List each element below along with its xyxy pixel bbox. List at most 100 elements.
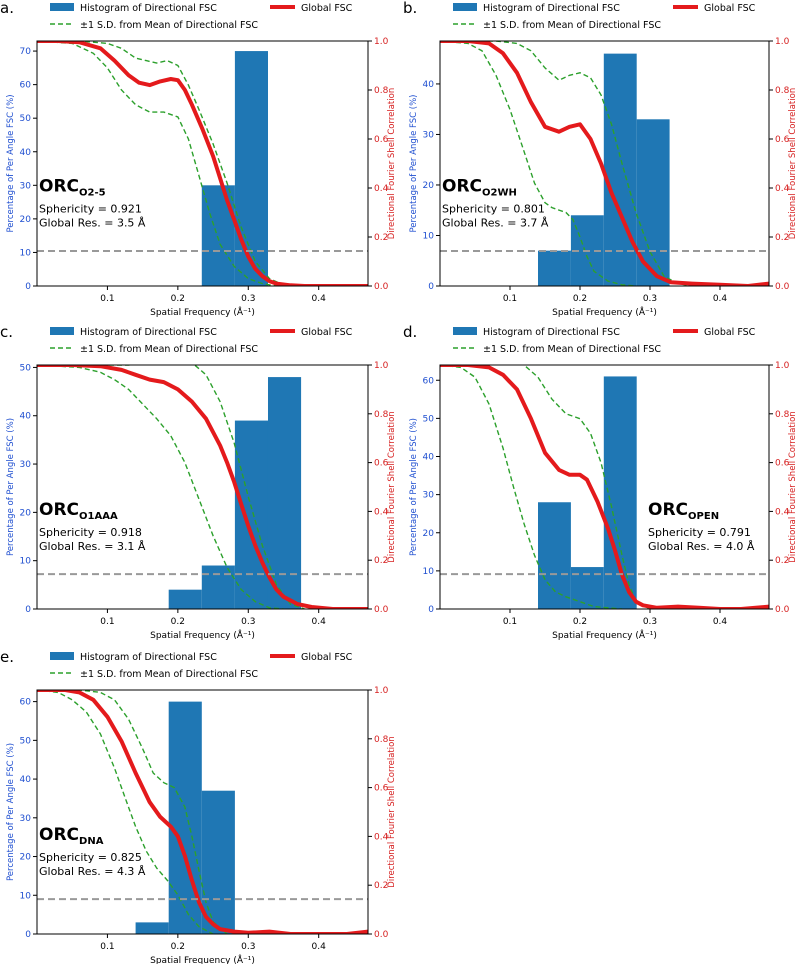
panel-letter: d.: [403, 323, 417, 341]
y-left-tick-label: 60: [20, 698, 32, 708]
y-left-tick-label: 30: [423, 491, 435, 501]
structure-name: ORCO2WH: [442, 177, 517, 199]
x-tick-label: 0.4: [713, 294, 728, 304]
global-fsc-line: [37, 365, 368, 609]
y-left-tick-label: 10: [423, 567, 435, 577]
y-left-tick-label: 30: [423, 130, 435, 140]
y-left-tick-label: 20: [20, 853, 32, 863]
sd-upper-line: [440, 41, 693, 286]
y-right-tick-label: 1.0: [374, 361, 389, 371]
histogram-bar: [168, 589, 202, 609]
x-tick-label: 0.1: [503, 617, 517, 627]
sd-upper-line: [440, 365, 651, 609]
y-right-tick-label: 0.2: [374, 881, 388, 891]
y-left-tick-label: 0: [25, 930, 31, 940]
y-left-tick-label: 30: [20, 181, 32, 191]
structure-name: ORCOPEN: [648, 500, 719, 522]
x-axis-label: Spatial Frequency (Å⁻¹): [552, 629, 657, 641]
sphericity-text: Sphericity = 0.921: [39, 203, 142, 216]
histogram-bar: [538, 250, 571, 286]
panel-letter: a.: [0, 0, 14, 17]
histogram-bar: [135, 922, 169, 934]
y-left-tick-label: 10: [20, 891, 32, 901]
legend-histogram-swatch: [50, 327, 74, 335]
x-tick-label: 0.2: [573, 294, 587, 304]
legend-histogram-swatch: [50, 3, 74, 11]
y-right-tick-label: 0.8: [775, 410, 790, 420]
structure-name-subscript: O1AAA: [79, 511, 118, 522]
y-right-tick-label: 0.8: [374, 86, 389, 96]
legend-histogram-label: Histogram of Directional FSC: [483, 327, 620, 338]
structure-name-subscript: O2-5: [79, 188, 106, 199]
y-right-tick-label: 0.0: [775, 282, 790, 292]
curves: [440, 41, 769, 286]
plot-frame: [36, 689, 369, 935]
y-left-axis-label: Percentage of Per Angle FSC (%): [6, 743, 16, 881]
sphericity-text: Sphericity = 0.801: [442, 203, 545, 216]
y-right-axis-label: Directional Fourier Shell Correlation: [788, 411, 798, 562]
legend-histogram-label: Histogram of Directional FSC: [80, 327, 217, 338]
y-right-axis-label: Directional Fourier Shell Correlation: [387, 736, 397, 887]
global-fsc-line: [440, 365, 769, 609]
y-left-axis-label: Percentage of Per Angle FSC (%): [6, 418, 16, 556]
panel-letter: c.: [0, 323, 13, 341]
y-left-tick-label: 40: [20, 148, 32, 158]
x-axis-label: Spatial Frequency (Å⁻¹): [150, 629, 255, 641]
legend-histogram-label: Histogram of Directional FSC: [80, 3, 217, 14]
global-fsc-line: [440, 41, 769, 286]
x-tick-label: 0.3: [241, 617, 255, 627]
resolution-text: Global Res. = 4.3 Å: [39, 865, 146, 878]
structure-name-main: ORC: [442, 177, 482, 197]
y-left-tick-label: 30: [20, 814, 32, 824]
x-tick-label: 0.1: [100, 942, 114, 952]
curves: [37, 690, 368, 934]
structure-name-subscript: OPEN: [688, 511, 719, 522]
legend-histogram-swatch: [50, 652, 74, 660]
y-right-tick-label: 0.4: [775, 507, 790, 517]
y-left-tick-label: 0: [428, 605, 434, 615]
sd-upper-line: [37, 690, 228, 934]
structure-name-main: ORC: [648, 500, 688, 520]
y-left-tick-label: 20: [20, 215, 32, 225]
y-left-tick-label: 0: [25, 605, 31, 615]
y-right-tick-label: 1.0: [775, 37, 790, 47]
y-right-tick-label: 0.6: [374, 135, 389, 145]
y-left-tick-label: 40: [20, 775, 32, 785]
y-left-tick-label: 40: [20, 412, 32, 422]
structure-name-main: ORC: [39, 177, 79, 197]
curves: [37, 365, 368, 609]
x-tick-label: 0.4: [312, 617, 327, 627]
y-left-tick-label: 50: [20, 114, 32, 124]
y-right-tick-label: 0.2: [775, 233, 789, 243]
sphericity-text: Sphericity = 0.825: [39, 851, 142, 864]
x-tick-label: 0.3: [643, 294, 657, 304]
resolution-text: Global Res. = 3.5 Å: [39, 217, 146, 230]
y-right-tick-label: 0.0: [775, 605, 790, 615]
legend-global-label: Global FSC: [704, 327, 756, 338]
y-right-tick-label: 0.4: [374, 507, 389, 517]
histogram-bar: [201, 565, 235, 609]
y-left-tick-label: 60: [423, 376, 435, 386]
x-tick-label: 0.4: [312, 942, 327, 952]
resolution-text: Global Res. = 4.0 Å: [648, 540, 755, 553]
y-left-tick-label: 60: [20, 81, 32, 91]
y-left-tick-label: 10: [20, 248, 32, 258]
y-left-tick-label: 20: [423, 529, 435, 539]
y-left-tick-label: 30: [20, 460, 32, 470]
sd-lower-line: [440, 365, 623, 609]
y-left-axis-label: Percentage of Per Angle FSC (%): [6, 94, 16, 232]
y-right-tick-label: 0.4: [775, 184, 790, 194]
y-right-tick-label: 0.0: [374, 282, 389, 292]
x-tick-label: 0.3: [241, 294, 255, 304]
x-axis-label: Spatial Frequency (Å⁻¹): [150, 306, 255, 318]
legend-global-label: Global FSC: [301, 327, 353, 338]
y-right-axis-label: Directional Fourier Shell Correlation: [387, 88, 397, 239]
x-tick-label: 0.2: [171, 294, 185, 304]
y-right-tick-label: 0.6: [775, 459, 790, 469]
structure-name-subscript: DNA: [79, 836, 104, 847]
sd-lower-line: [440, 41, 637, 286]
panel-d: d. 0.1 0.2 0.3 0.4 0 10 20 30 40 50 60 0.0 0.2 0.4 0.6 0…: [403, 323, 798, 641]
y-right-tick-label: 0.4: [374, 184, 389, 194]
sd-lower-line: [37, 365, 284, 609]
